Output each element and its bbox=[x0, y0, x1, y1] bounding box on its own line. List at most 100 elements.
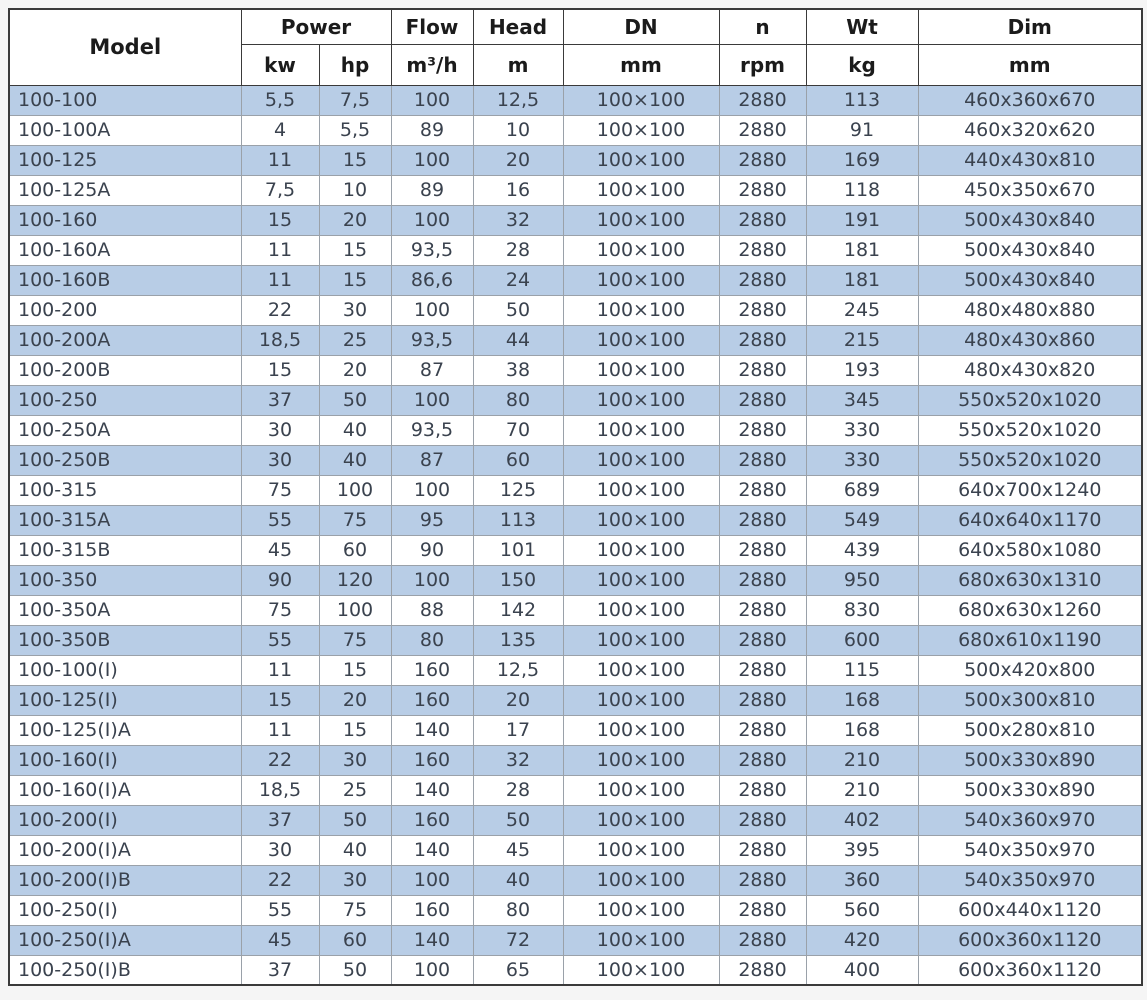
cell-power-hp: 30 bbox=[318, 864, 392, 896]
cell-head: 16 bbox=[472, 174, 564, 206]
cell-dimensions: 500x420x800 bbox=[917, 654, 1143, 686]
cell-dimensions: 550x520x1020 bbox=[917, 384, 1143, 416]
header-unit-dn: mm bbox=[562, 43, 720, 86]
cell-model: 100-200(I) bbox=[8, 804, 242, 836]
cell-dimensions: 680x630x1260 bbox=[917, 594, 1143, 626]
cell-rpm: 2880 bbox=[718, 804, 807, 836]
cell-weight: 330 bbox=[805, 444, 919, 476]
cell-weight: 115 bbox=[805, 654, 919, 686]
cell-dn: 100×100 bbox=[562, 774, 720, 806]
table-row: 100-160(I) 22 30 160 32 100×100 2880 210… bbox=[8, 744, 1143, 776]
cell-dn: 100×100 bbox=[562, 84, 720, 116]
table-row: 100-100A 4 5,5 89 10 100×100 2880 91 460… bbox=[8, 114, 1143, 146]
cell-dn: 100×100 bbox=[562, 924, 720, 956]
cell-dimensions: 640x640x1170 bbox=[917, 504, 1143, 536]
cell-power-hp: 75 bbox=[318, 624, 392, 656]
cell-head: 72 bbox=[472, 924, 564, 956]
cell-dn: 100×100 bbox=[562, 174, 720, 206]
cell-power-kw: 18,5 bbox=[240, 774, 320, 806]
cell-power-kw: 15 bbox=[240, 204, 320, 236]
cell-model: 100-250 bbox=[8, 384, 242, 416]
cell-dn: 100×100 bbox=[562, 474, 720, 506]
table-row: 100-200(I) 37 50 160 50 100×100 2880 402… bbox=[8, 804, 1143, 836]
cell-weight: 193 bbox=[805, 354, 919, 386]
cell-power-kw: 22 bbox=[240, 294, 320, 326]
cell-power-kw: 55 bbox=[240, 504, 320, 536]
cell-head: 50 bbox=[472, 294, 564, 326]
table-row: 100-125 11 15 100 20 100×100 2880 169 44… bbox=[8, 144, 1143, 176]
header-units-row: kw hp m³/h m mm rpm kg mm bbox=[9, 43, 1143, 86]
cell-rpm: 2880 bbox=[718, 324, 807, 356]
cell-dimensions: 680x630x1310 bbox=[917, 564, 1143, 596]
cell-power-kw: 37 bbox=[240, 804, 320, 836]
cell-flow: 93,5 bbox=[390, 414, 474, 446]
cell-model: 100-250(I) bbox=[8, 894, 242, 926]
cell-power-hp: 20 bbox=[318, 204, 392, 236]
cell-power-hp: 30 bbox=[318, 294, 392, 326]
cell-weight: 360 bbox=[805, 864, 919, 896]
cell-dimensions: 680x610x1190 bbox=[917, 624, 1143, 656]
cell-weight: 549 bbox=[805, 504, 919, 536]
cell-power-kw: 30 bbox=[240, 414, 320, 446]
cell-flow: 100 bbox=[390, 474, 474, 506]
table-row: 100-200 22 30 100 50 100×100 2880 245 48… bbox=[8, 294, 1143, 326]
cell-dimensions: 500x430x840 bbox=[917, 204, 1143, 236]
cell-rpm: 2880 bbox=[718, 444, 807, 476]
cell-power-kw: 30 bbox=[240, 444, 320, 476]
table-row: 100-250B 30 40 87 60 100×100 2880 330 55… bbox=[8, 444, 1143, 476]
cell-dn: 100×100 bbox=[562, 444, 720, 476]
cell-power-kw: 45 bbox=[240, 924, 320, 956]
cell-rpm: 2880 bbox=[718, 864, 807, 896]
cell-flow: 100 bbox=[390, 954, 474, 986]
cell-flow: 140 bbox=[390, 714, 474, 746]
cell-dn: 100×100 bbox=[562, 744, 720, 776]
cell-dimensions: 640x700x1240 bbox=[917, 474, 1143, 506]
table-row: 100-125A 7,5 10 89 16 100×100 2880 118 4… bbox=[8, 174, 1143, 206]
cell-power-kw: 45 bbox=[240, 534, 320, 566]
cell-head: 70 bbox=[472, 414, 564, 446]
cell-rpm: 2880 bbox=[718, 684, 807, 716]
cell-dn: 100×100 bbox=[562, 144, 720, 176]
cell-dimensions: 480x430x820 bbox=[917, 354, 1143, 386]
cell-weight: 560 bbox=[805, 894, 919, 926]
cell-power-hp: 40 bbox=[318, 414, 392, 446]
cell-head: 32 bbox=[472, 204, 564, 236]
cell-rpm: 2880 bbox=[718, 894, 807, 926]
table-row: 100-200(I)A 30 40 140 45 100×100 2880 39… bbox=[8, 834, 1143, 866]
cell-power-kw: 15 bbox=[240, 354, 320, 386]
cell-flow: 100 bbox=[390, 144, 474, 176]
cell-head: 150 bbox=[472, 564, 564, 596]
cell-power-hp: 40 bbox=[318, 444, 392, 476]
cell-flow: 90 bbox=[390, 534, 474, 566]
cell-dn: 100×100 bbox=[562, 204, 720, 236]
cell-flow: 100 bbox=[390, 294, 474, 326]
cell-dn: 100×100 bbox=[562, 234, 720, 266]
cell-head: 20 bbox=[472, 684, 564, 716]
cell-power-hp: 40 bbox=[318, 834, 392, 866]
cell-dimensions: 500x330x890 bbox=[917, 774, 1143, 806]
cell-dn: 100×100 bbox=[562, 534, 720, 566]
cell-dimensions: 500x430x840 bbox=[917, 264, 1143, 296]
cell-dimensions: 480x480x880 bbox=[917, 294, 1143, 326]
table-row: 100-350A 75 100 88 142 100×100 2880 830 … bbox=[8, 594, 1143, 626]
cell-rpm: 2880 bbox=[718, 774, 807, 806]
cell-weight: 215 bbox=[805, 324, 919, 356]
cell-head: 80 bbox=[472, 894, 564, 926]
cell-power-hp: 5,5 bbox=[318, 114, 392, 146]
cell-head: 101 bbox=[472, 534, 564, 566]
cell-dn: 100×100 bbox=[562, 264, 720, 296]
table-row: 100-250(I)B 37 50 100 65 100×100 2880 40… bbox=[8, 954, 1143, 986]
header-wt: Wt bbox=[805, 8, 919, 45]
cell-head: 38 bbox=[472, 354, 564, 386]
table-header: Model Power Flow Head DN n Wt Dim kw hp … bbox=[8, 8, 1143, 86]
cell-flow: 100 bbox=[390, 564, 474, 596]
cell-dimensions: 500x300x810 bbox=[917, 684, 1143, 716]
cell-model: 100-125(I)A bbox=[8, 714, 242, 746]
cell-weight: 168 bbox=[805, 714, 919, 746]
cell-weight: 600 bbox=[805, 624, 919, 656]
cell-power-hp: 50 bbox=[318, 384, 392, 416]
cell-weight: 118 bbox=[805, 174, 919, 206]
cell-model: 100-350A bbox=[8, 594, 242, 626]
cell-power-hp: 50 bbox=[318, 804, 392, 836]
header-unit-wt: kg bbox=[805, 43, 919, 86]
